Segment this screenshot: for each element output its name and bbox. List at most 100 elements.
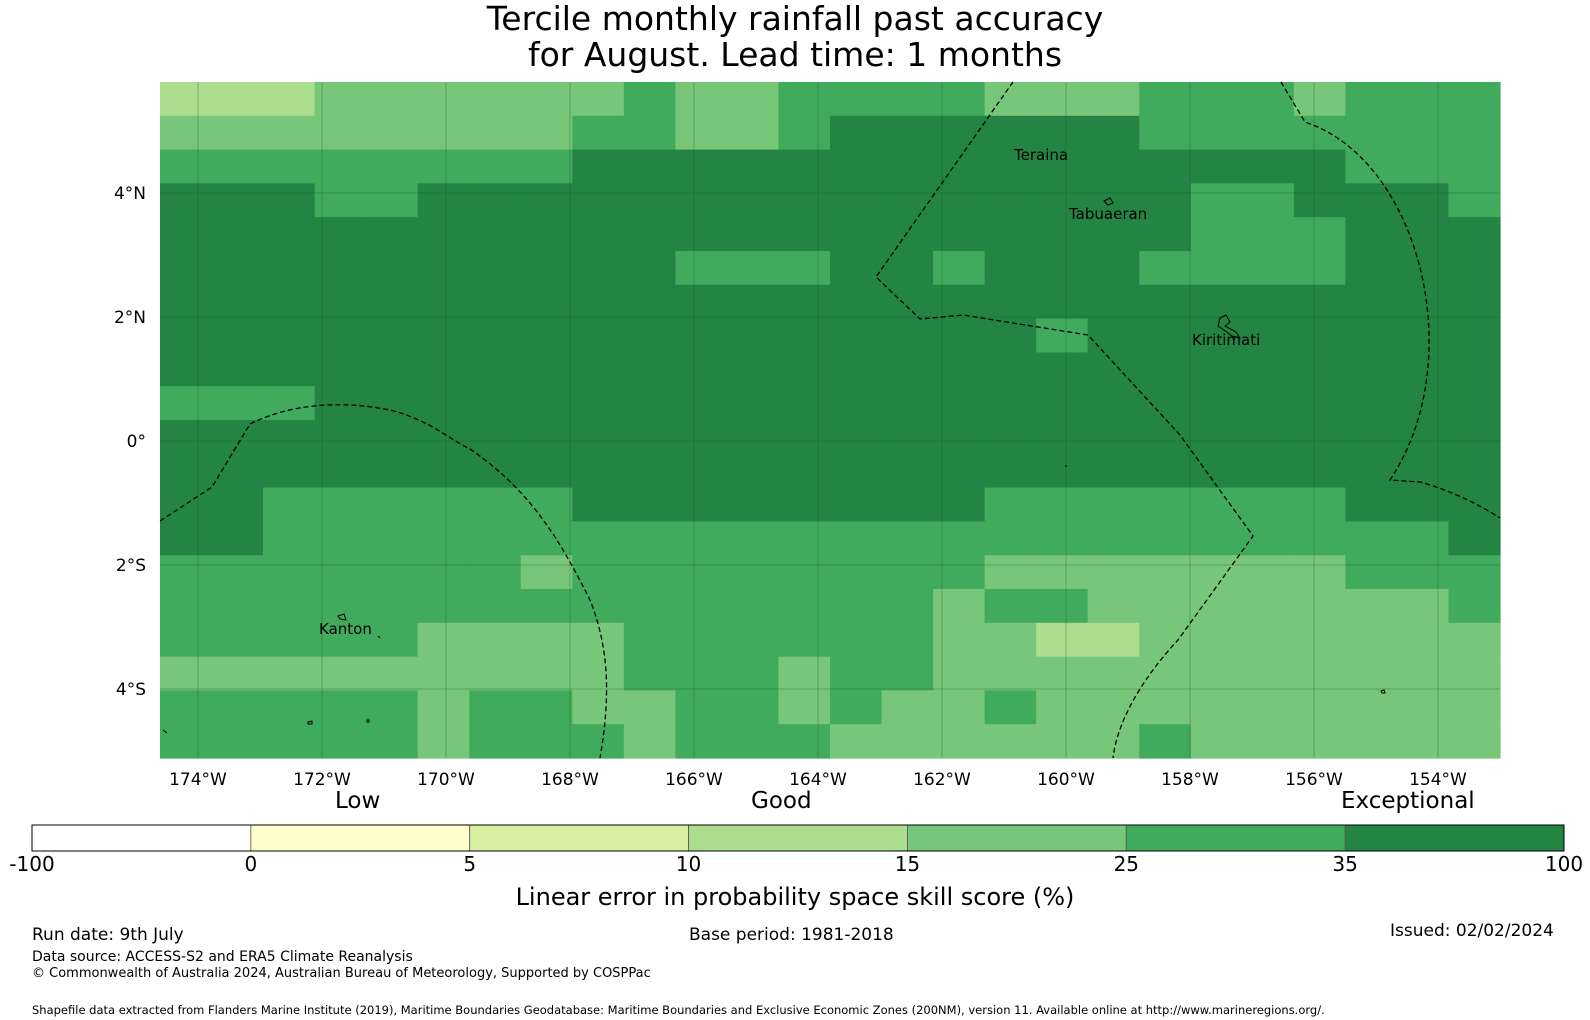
skill-cell: [1448, 251, 1501, 286]
skill-cell: [314, 386, 367, 421]
skill-cell: [778, 149, 831, 184]
skill-cell: [675, 183, 728, 218]
skill-cell: [469, 521, 522, 556]
skill-cell: [366, 690, 419, 725]
skill-cell: [1036, 386, 1089, 421]
skill-cell: [933, 724, 986, 759]
skill-cell: [881, 352, 934, 387]
skill-cell: [881, 82, 934, 117]
skill-cell: [520, 453, 573, 489]
skill-cell: [778, 589, 831, 624]
skill-cell: [830, 115, 883, 151]
skill-cell: [984, 453, 1037, 489]
skill-cell: [469, 318, 522, 353]
colorbar-segments: [31, 824, 1565, 852]
small-island-icon: [162, 729, 168, 734]
skill-cell: [572, 82, 625, 117]
skill-cell: [830, 183, 883, 218]
skill-cell: [160, 555, 213, 590]
skill-cell: [211, 487, 264, 522]
skill-cell: [1087, 115, 1140, 151]
skill-cell: [469, 487, 522, 522]
skill-cell: [830, 453, 883, 489]
place-label-teraina: Teraina: [1013, 146, 1068, 164]
skill-cell: [675, 82, 728, 117]
skill-cell: [623, 82, 676, 117]
skill-cell: [1396, 724, 1450, 759]
skill-cell: [314, 690, 367, 725]
skill-cell: [881, 724, 934, 759]
skill-cell: [1396, 589, 1450, 624]
skill-cell: [417, 589, 470, 624]
skill-cell: [1190, 521, 1243, 556]
map-graticule: [160, 82, 1500, 758]
skill-cell: [726, 656, 780, 691]
skill-cell: [830, 217, 883, 252]
skill-cell: [417, 82, 470, 117]
skill-cell: [211, 386, 264, 421]
skill-cell: [211, 115, 264, 151]
skill-cell: [623, 622, 676, 658]
skill-cell: [160, 318, 213, 353]
skill-cell: [1293, 589, 1346, 624]
skill-cell: [984, 318, 1037, 353]
skill-cell: [572, 724, 625, 759]
skill-cell: [314, 217, 367, 252]
skill-cell: [623, 555, 676, 590]
skill-cell: [160, 420, 213, 455]
skill-cell: [933, 217, 986, 252]
skill-cell: [984, 420, 1037, 455]
skill-cell: [263, 318, 316, 353]
skill-cell: [726, 217, 780, 252]
skill-cell: [211, 453, 264, 489]
skill-cell: [1345, 690, 1398, 725]
eez-boundary-line-islands-north: [875, 81, 1254, 759]
longitude-tick-labels: 174°W 172°W 170°W 168°W 166°W 164°W 162°W 160°W…: [169, 770, 1467, 790]
skill-cell: [881, 487, 934, 522]
skill-cell: [1242, 386, 1295, 421]
skill-cell: [1139, 690, 1192, 725]
skill-cell: [366, 352, 419, 387]
skill-cell: [520, 352, 573, 387]
skill-cell: [1293, 521, 1346, 556]
skill-cell: [933, 555, 986, 590]
skill-cell: [469, 115, 522, 151]
skill-cell: [1139, 284, 1192, 320]
skill-cell: [1242, 318, 1295, 353]
skill-cell: [1087, 622, 1140, 658]
skill-cell: [623, 656, 676, 691]
skill-cell: [211, 656, 264, 691]
skill-cell: [623, 115, 676, 151]
skill-cell: [984, 622, 1037, 658]
skill-cell: [881, 656, 934, 691]
skill-cell: [1242, 656, 1295, 691]
skill-cell: [881, 183, 934, 218]
skill-cell: [366, 521, 419, 556]
skill-cell: [366, 183, 419, 218]
skill-cell: [469, 82, 522, 117]
skill-cell: [314, 82, 367, 117]
skill-cell: [1139, 183, 1192, 218]
skill-cell: [572, 149, 625, 184]
skill-cell: [675, 420, 728, 455]
skill-cell: [1448, 284, 1501, 320]
skill-cell: [1345, 724, 1398, 759]
skill-cell: [520, 149, 573, 184]
skill-cell: [726, 386, 780, 421]
skill-cell: [675, 251, 728, 286]
skill-cell: [1087, 251, 1140, 286]
eez-boundaries: [159, 81, 1501, 759]
skill-cell: [984, 487, 1037, 522]
skill-cell: [469, 589, 522, 624]
skill-cell: [1139, 622, 1192, 658]
skill-cell: [1396, 622, 1450, 658]
colorbar-tick-labels: -100 0 5 10 15 25 35 100: [9, 852, 1583, 876]
skill-cell: [160, 589, 213, 624]
latitude-tick-label: 2°S: [116, 556, 146, 576]
skill-cell: [830, 251, 883, 286]
small-island-icon: [377, 635, 381, 639]
skill-cell: [1396, 284, 1450, 320]
skill-cell: [1139, 352, 1192, 387]
skill-cell: [933, 386, 986, 421]
skill-cell: [1087, 318, 1140, 353]
